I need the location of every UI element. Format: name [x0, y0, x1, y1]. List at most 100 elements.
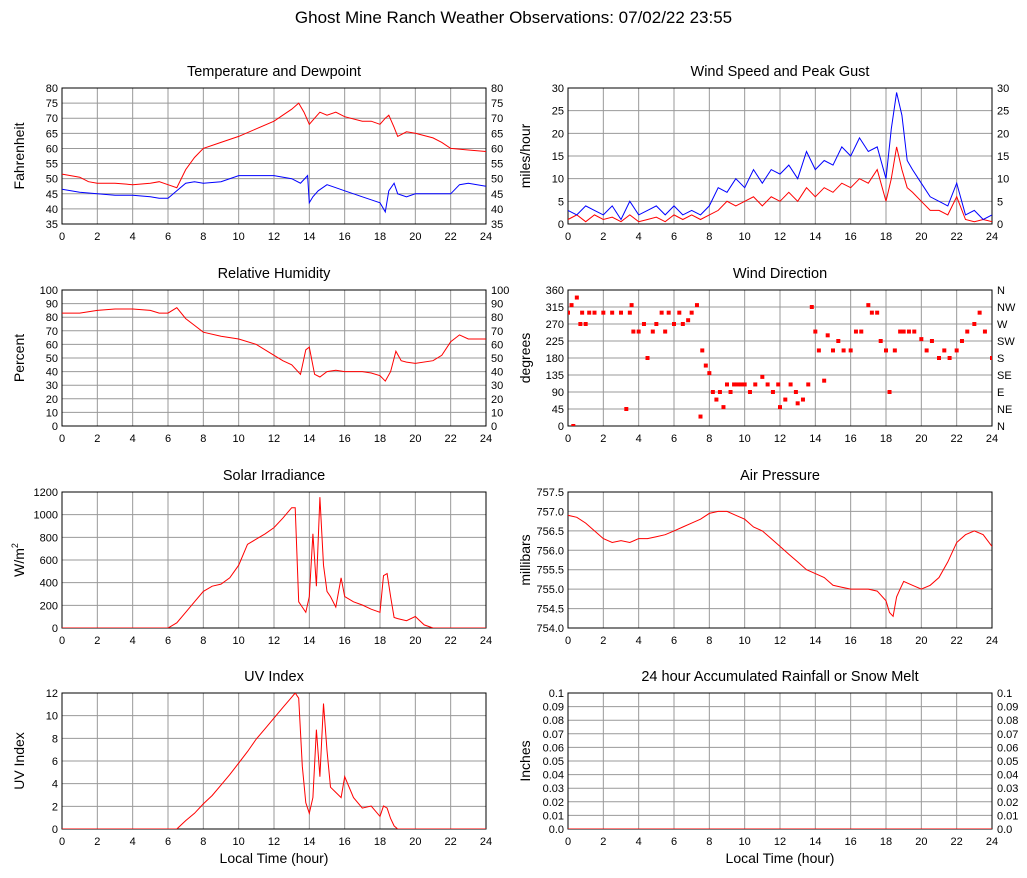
x-tick-label: 10: [233, 433, 245, 445]
x-tick-label: 22: [445, 231, 457, 243]
x-tick-label: 4: [130, 635, 136, 647]
x-tick-label: 22: [445, 836, 457, 848]
x-tick-label: 8: [200, 433, 206, 445]
x-tick-label: 16: [845, 635, 857, 647]
right-y-tick-label: 40: [491, 367, 503, 379]
data-point: [694, 303, 699, 308]
chart-title: Wind Speed and Peak Gust: [691, 64, 870, 80]
x-tick-label: 16: [339, 836, 351, 848]
x-tick-label: 6: [165, 836, 171, 848]
x-tick-label: 24: [480, 231, 492, 243]
x-tick-label: 8: [706, 231, 712, 243]
data-point: [853, 329, 858, 334]
data-point: [831, 348, 835, 353]
x-tick-label: 4: [636, 836, 642, 848]
data-point: [836, 339, 841, 343]
x-tick-label: 24: [986, 433, 998, 445]
x-tick-label: 12: [774, 836, 786, 848]
data-point: [965, 329, 970, 334]
y-axis-label: degrees: [517, 333, 533, 384]
data-point: [892, 348, 897, 353]
data-point: [919, 337, 924, 342]
x-tick-label: 12: [268, 836, 280, 848]
data-point: [698, 414, 703, 419]
data-point: [954, 348, 959, 353]
x-tick-label: 22: [951, 231, 963, 243]
right-y-tick-label: 15: [997, 151, 1009, 163]
x-tick-label: 12: [774, 433, 786, 445]
y-tick-label: 0.02: [543, 797, 564, 809]
data-point: [875, 310, 880, 315]
right-y-tick-label: 0.03: [997, 783, 1018, 795]
x-tick-label: 0: [565, 635, 571, 647]
x-tick-label: 8: [200, 635, 206, 647]
right-y-tick-label: 20: [997, 128, 1009, 140]
right-y-tick-label: 0.01: [997, 810, 1018, 822]
y-tick-label: 5: [558, 196, 564, 208]
y-tick-label: 800: [40, 532, 58, 544]
series-line: [62, 693, 486, 829]
x-tick-label: 14: [303, 635, 315, 647]
chart-title: Relative Humidity: [218, 266, 332, 282]
chart-title: UV Index: [244, 669, 304, 685]
right-y-tick-label: 0.09: [997, 702, 1018, 714]
x-tick-label: 12: [268, 635, 280, 647]
data-point: [732, 382, 737, 387]
x-tick-label: 16: [339, 433, 351, 445]
y-tick-label: 757.5: [536, 487, 564, 499]
y-tick-label: 225: [546, 336, 564, 348]
y-tick-label: 757.0: [536, 506, 564, 518]
x-tick-label: 0: [59, 635, 65, 647]
data-point: [901, 329, 906, 334]
x-tick-label: 12: [774, 635, 786, 647]
data-point: [636, 329, 641, 334]
right-y-tick-label: N: [997, 285, 1005, 297]
x-tick-label: 6: [165, 433, 171, 445]
y-axis-label: Inches: [517, 740, 533, 781]
data-point: [601, 310, 606, 315]
x-tick-label: 2: [94, 433, 100, 445]
x-tick-label: 18: [880, 433, 892, 445]
x-tick-label: 0: [565, 433, 571, 445]
plot-frame: [567, 87, 993, 225]
data-point: [848, 348, 853, 353]
plot-frame: [567, 491, 993, 629]
x-tick-label: 20: [915, 836, 927, 848]
x-tick-label: 22: [445, 635, 457, 647]
data-point: [747, 390, 752, 394]
data-point: [569, 303, 574, 308]
x-tick-label: 0: [565, 231, 571, 243]
x-tick-label: 2: [94, 635, 100, 647]
y-tick-label: 360: [546, 285, 564, 297]
x-tick-label: 16: [845, 433, 857, 445]
data-point: [680, 322, 685, 326]
right-y-tick-label: SE: [997, 370, 1012, 382]
x-tick-label: 20: [409, 635, 421, 647]
x-tick-label: 6: [671, 836, 677, 848]
data-point: [898, 329, 903, 334]
y-tick-label: 25: [552, 106, 564, 118]
y-tick-label: 75: [46, 98, 58, 110]
x-tick-label: 20: [409, 433, 421, 445]
y-tick-label: 0: [558, 219, 564, 231]
data-point: [924, 348, 929, 353]
data-point: [672, 322, 676, 326]
x-tick-label: 20: [409, 231, 421, 243]
y-axis-label: miles/hour: [517, 123, 533, 188]
data-point: [793, 390, 798, 394]
x-tick-label: 8: [706, 433, 712, 445]
right-y-tick-label: 75: [491, 98, 503, 110]
y-tick-label: 35: [46, 219, 58, 231]
x-tick-label: 0: [59, 836, 65, 848]
data-point: [869, 310, 874, 315]
x-tick-label: 10: [739, 231, 751, 243]
right-y-tick-label: 0.02: [997, 797, 1018, 809]
y-tick-label: 15: [552, 151, 564, 163]
right-y-tick-label: 90: [491, 299, 503, 311]
right-y-tick-label: 0.0: [997, 824, 1012, 836]
right-y-tick-label: 30: [997, 83, 1009, 95]
data-point: [753, 382, 758, 387]
data-point: [725, 382, 729, 387]
